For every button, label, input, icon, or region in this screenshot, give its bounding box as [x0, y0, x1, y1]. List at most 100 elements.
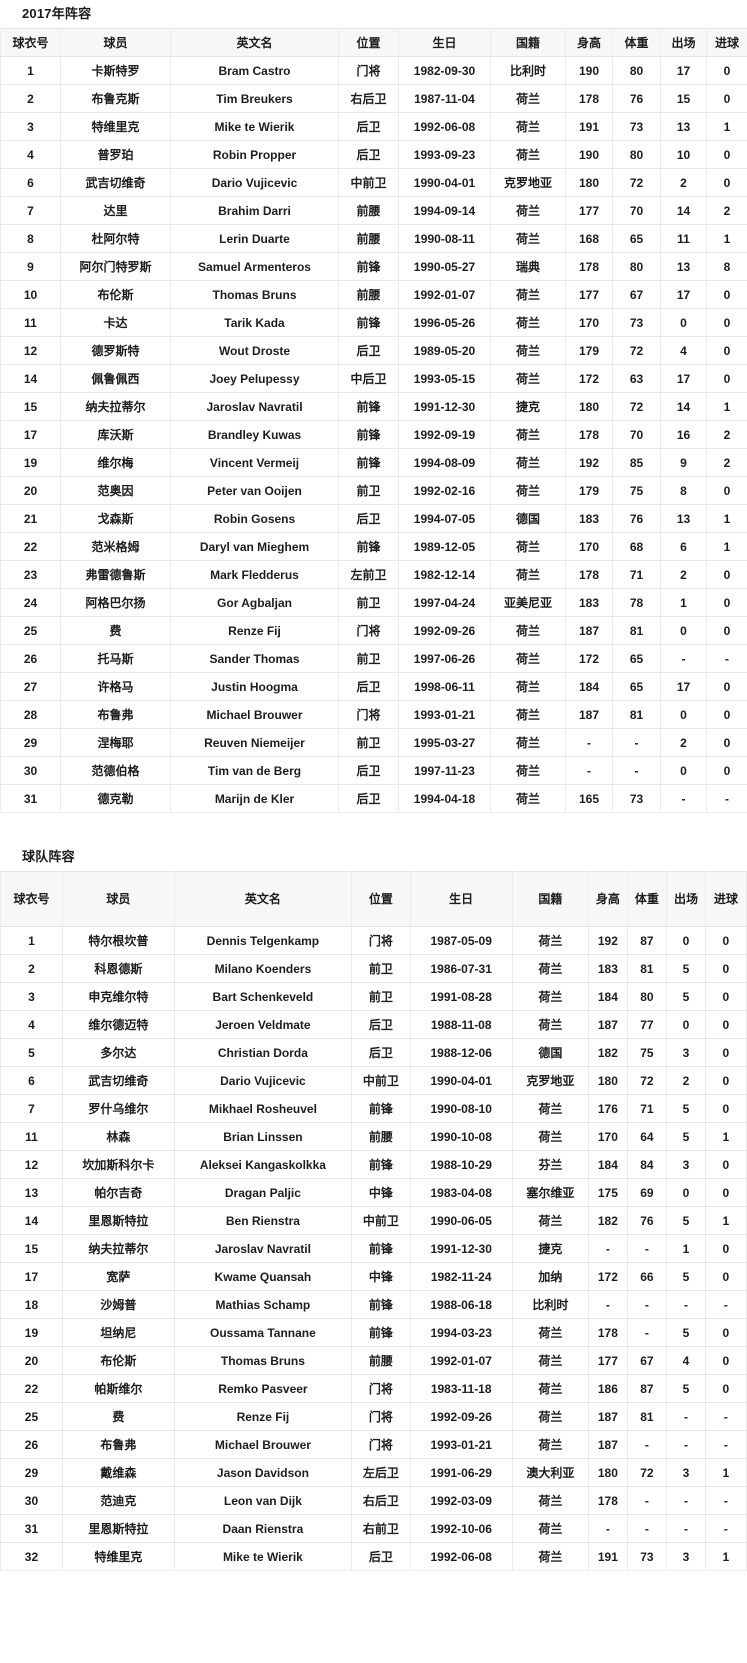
- cell-appearances: -: [660, 644, 707, 673]
- cell-appearances: 17: [660, 56, 707, 85]
- cell-weight: 81: [626, 1402, 668, 1431]
- cell-player: 德罗斯特: [60, 336, 171, 365]
- cell-height: 178: [565, 420, 613, 449]
- cell-jersey-number: 27: [0, 672, 61, 701]
- cell-jersey-number: 31: [0, 784, 61, 813]
- column-header-appearances: 出场: [666, 871, 706, 927]
- cell-goals: 0: [704, 1066, 747, 1095]
- cell-jersey-number: 10: [0, 280, 61, 309]
- cell-appearances: 3: [666, 1038, 706, 1067]
- cell-height: 180: [588, 1458, 628, 1487]
- cell-nationality: 比利时: [490, 56, 566, 85]
- cell-appearances: 16: [660, 420, 707, 449]
- table-row: 22 帕斯维尔 Remko Pasveer 门将 1983-11-18 荷兰 186 87 5 0: [0, 1374, 747, 1403]
- table-row: 31 德克勒 Marijn de Kler 后卫 1994-04-18 荷兰 165 73- -: [0, 784, 747, 813]
- cell-english-name: Dragan Paljic: [173, 1178, 352, 1207]
- cell-player: 范米格姆: [60, 532, 171, 561]
- cell-jersey-number: 12: [0, 1150, 63, 1179]
- cell-english-name: Tim van de Berg: [170, 756, 339, 785]
- cell-height: 179: [565, 476, 613, 505]
- cell-nationality: 荷兰: [511, 1010, 590, 1039]
- cell-weight: 77: [626, 1010, 668, 1039]
- cell-goals: -: [704, 1430, 747, 1459]
- cell-player: 帕尔吉奇: [61, 1178, 175, 1207]
- cell-jersey-number: 11: [0, 308, 61, 337]
- cell-weight: 87: [626, 926, 668, 955]
- cell-english-name: Robin Propper: [170, 140, 339, 169]
- cell-goals: 0: [706, 364, 747, 393]
- cell-birthday: 1996-05-26: [398, 308, 491, 337]
- cell-height: 184: [588, 1150, 628, 1179]
- table-row: 8 杜阿尔特 Lerin Duarte 前腰 1990-08-11 荷兰 168 65 11 1: [0, 224, 747, 253]
- cell-english-name: Thomas Bruns: [173, 1346, 352, 1375]
- cell-position: 前锋: [350, 1094, 411, 1123]
- cell-position: 左前卫: [338, 560, 399, 589]
- cell-position: 后卫: [338, 336, 399, 365]
- cell-birthday: 1994-07-05: [398, 504, 491, 533]
- cell-height: 168: [565, 224, 613, 253]
- header-row: 球衣号 球员 英文名 位置 生日 国籍 身高 体重 出场 进球: [0, 871, 747, 927]
- section-title-team: 球队阵容: [22, 849, 75, 864]
- column-header-english-name: 英文名: [173, 871, 352, 927]
- cell-height: 190: [565, 140, 613, 169]
- cell-english-name: Jaroslav Navratil: [173, 1234, 352, 1263]
- cell-jersey-number: 5: [0, 1038, 63, 1067]
- table-row: 26 布鲁弗 Michael Brouwer 门将 1993-01-21 荷兰 187- - -: [0, 1430, 747, 1459]
- cell-appearances: 9: [660, 448, 707, 477]
- cell-position: 中锋: [350, 1178, 411, 1207]
- cell-position: 中后卫: [338, 364, 399, 393]
- cell-appearances: 5: [666, 954, 706, 983]
- cell-birthday: 1994-08-09: [398, 448, 491, 477]
- cell-birthday: 1986-07-31: [409, 954, 513, 983]
- cell-height: 183: [565, 588, 613, 617]
- cell-player: 费: [61, 1402, 175, 1431]
- cell-goals: 1: [706, 504, 747, 533]
- cell-english-name: Vincent Vermeij: [170, 448, 339, 477]
- cell-position: 前腰: [338, 196, 399, 225]
- cell-jersey-number: 1: [0, 926, 63, 955]
- table-row: 12 坎加斯科尔卡 Aleksei Kangaskolkka 前锋 1988-10-29…: [0, 1150, 747, 1179]
- cell-player: 许格马: [60, 672, 171, 701]
- cell-appearances: 6: [660, 532, 707, 561]
- cell-nationality: 荷兰: [511, 1094, 590, 1123]
- cell-position: 前腰: [350, 1346, 411, 1375]
- column-header-player: 球员: [60, 28, 171, 57]
- cell-english-name: Samuel Armenteros: [170, 252, 339, 281]
- cell-weight: 67: [626, 1346, 668, 1375]
- cell-height: 176: [588, 1094, 628, 1123]
- cell-height: 178: [588, 1318, 628, 1347]
- cell-weight: 68: [612, 532, 661, 561]
- cell-player: 布鲁弗: [61, 1430, 175, 1459]
- cell-goals: 1: [706, 112, 747, 141]
- cell-nationality: 荷兰: [490, 476, 566, 505]
- cell-nationality: 荷兰: [490, 700, 566, 729]
- table-row: 9 阿尔门特罗斯 Samuel Armenteros 前锋 1990-05-27 瑞典 17…: [0, 252, 747, 281]
- cell-player: 里恩斯特拉: [61, 1206, 175, 1235]
- cell-birthday: 1982-11-24: [409, 1262, 513, 1291]
- cell-english-name: Peter van Ooijen: [170, 476, 339, 505]
- cell-height: 172: [565, 644, 613, 673]
- cell-height: 182: [588, 1206, 628, 1235]
- cell-weight: -: [612, 756, 661, 785]
- cell-jersey-number: 20: [0, 476, 61, 505]
- cell-position: 前锋: [338, 448, 399, 477]
- cell-nationality: 荷兰: [511, 1402, 590, 1431]
- column-header-weight: 体重: [612, 28, 661, 57]
- cell-birthday: 1993-01-21: [398, 700, 491, 729]
- cell-birthday: 1992-09-19: [398, 420, 491, 449]
- cell-nationality: 荷兰: [511, 926, 590, 955]
- cell-birthday: 1991-12-30: [398, 392, 491, 421]
- cell-height: 170: [588, 1122, 628, 1151]
- cell-english-name: Jaroslav Navratil: [170, 392, 339, 421]
- cell-player: 阿格巴尔扬: [60, 588, 171, 617]
- table-row: 25 费 Renze Fij 门将 1992-09-26 荷兰 187 81 0 0: [0, 616, 747, 645]
- cell-weight: 72: [626, 1458, 668, 1487]
- table-row: 29 涅梅耶 Reuven Niemeijer 前卫 1995-03-27 荷兰 - -2 0: [0, 728, 747, 757]
- cell-appearances: 17: [660, 364, 707, 393]
- cell-jersey-number: 2: [0, 84, 61, 113]
- cell-weight: 73: [612, 784, 661, 813]
- table-bottom-spacer: [0, 813, 747, 843]
- table-row: 14 里恩斯特拉 Ben Rienstra 中前卫 1990-06-05 荷兰 182 76 5…: [0, 1206, 747, 1235]
- cell-english-name: Michael Brouwer: [173, 1430, 352, 1459]
- cell-player: 戴维森: [61, 1458, 175, 1487]
